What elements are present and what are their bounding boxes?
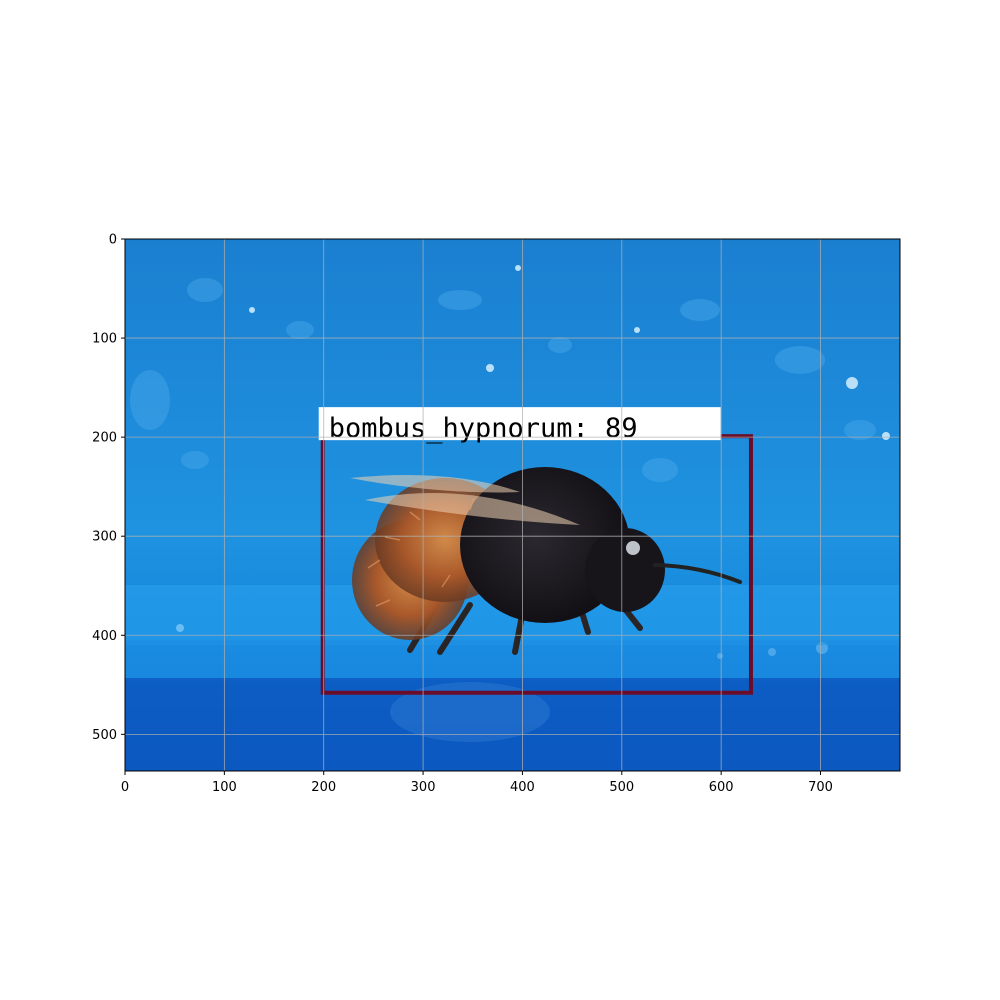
x-tick-label: 500 xyxy=(609,780,634,795)
y-tick-label: 200 xyxy=(92,431,117,446)
x-axis: 0 100 200 300 400 500 600 700 xyxy=(121,771,833,795)
detection-label-background xyxy=(318,407,721,441)
axes-frame xyxy=(124,238,901,772)
bumblebee xyxy=(350,467,742,655)
y-tick-label: 400 xyxy=(92,629,117,644)
x-tick-label: 0 xyxy=(121,780,129,795)
x-tick-label: 100 xyxy=(212,780,237,795)
x-tick-label: 700 xyxy=(808,780,833,795)
x-tick-label: 400 xyxy=(510,780,535,795)
y-tick-label: 500 xyxy=(92,728,117,743)
x-tick-label: 600 xyxy=(709,780,734,795)
x-tick-label: 200 xyxy=(311,780,336,795)
detection-label: bombus_hypnorum: 89 xyxy=(329,413,638,444)
y-tick-label: 100 xyxy=(92,332,117,347)
x-tick-label: 300 xyxy=(411,780,436,795)
y-tick-label: 0 xyxy=(109,233,117,248)
y-axis: 0 100 200 300 400 500 xyxy=(92,233,125,743)
y-tick-label: 300 xyxy=(92,530,117,545)
bee-photo: bombus_hypnorum: 89 xyxy=(125,239,900,771)
